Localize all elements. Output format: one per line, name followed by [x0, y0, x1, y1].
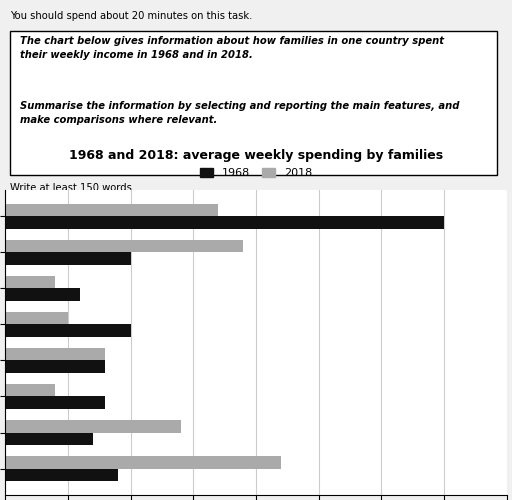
Bar [5, 396, 105, 409]
Bar [5, 288, 80, 301]
Bar [5, 276, 55, 288]
Bar [5, 216, 444, 229]
Bar [5, 432, 93, 445]
Bar [5, 312, 68, 324]
Bar [5, 468, 118, 481]
Title: 1968 and 2018: average weekly spending by families: 1968 and 2018: average weekly spending b… [69, 150, 443, 162]
Text: Summarise the information by selecting and reporting the main features, and
make: Summarise the information by selecting a… [20, 101, 460, 125]
Text: Write at least 150 words.: Write at least 150 words. [10, 182, 135, 192]
Bar [5, 456, 281, 468]
Bar [5, 420, 181, 432]
Bar [5, 360, 105, 373]
FancyBboxPatch shape [10, 31, 497, 175]
Bar [5, 252, 131, 265]
Text: You should spend about 20 minutes on this task.: You should spend about 20 minutes on thi… [10, 10, 252, 20]
Bar [5, 324, 131, 337]
Bar [5, 384, 55, 396]
Legend: 1968, 2018: 1968, 2018 [196, 164, 316, 183]
Bar [5, 348, 105, 360]
Text: The chart below gives information about how families in one country spent
their : The chart below gives information about … [20, 36, 444, 60]
Bar [5, 204, 219, 216]
Bar [5, 240, 244, 252]
